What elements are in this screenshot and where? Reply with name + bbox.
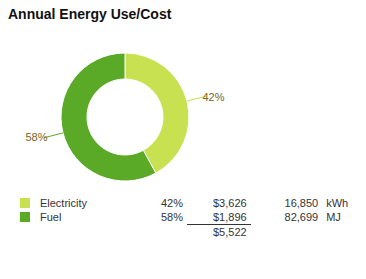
html-text:kWh: kWh: [326, 197, 349, 209]
html-text:Fuel: Fuel: [40, 211, 62, 224]
svg-text:42%: 42%: [202, 91, 224, 103]
svg-text:58%: 58%: [25, 131, 47, 143]
html-text:42%: 42%: [160, 197, 183, 209]
html-text:16,850: 16,850: [284, 197, 319, 209]
html-text:82,699: 82,699: [284, 211, 319, 224]
html-text:$1,896: $1,896: [213, 211, 247, 223]
html-text:Electricity: Electricity: [40, 197, 87, 209]
html-text:$3,626: $3,626: [213, 197, 247, 209]
html-text:$5,522: $5,522: [213, 226, 247, 238]
html-text:Annual Energy Use/Cost: Annual Energy Use/Cost: [8, 6, 172, 22]
html-text:58%: 58%: [160, 211, 183, 224]
html-text:MJ: MJ: [326, 211, 341, 224]
